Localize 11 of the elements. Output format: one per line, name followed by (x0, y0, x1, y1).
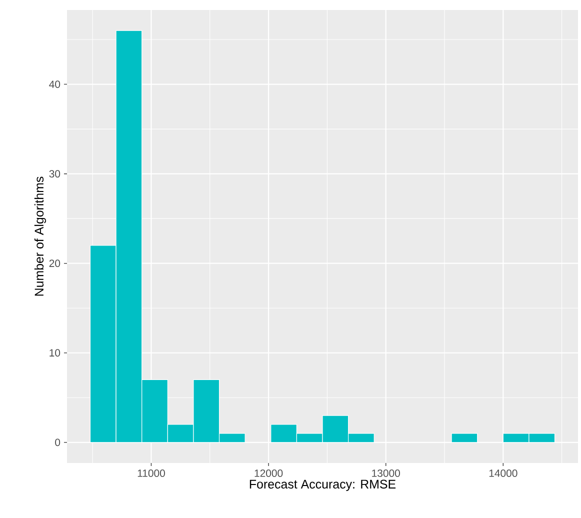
y-tick-label: 10 (50, 349, 60, 357)
x-tick-label: 12000 (254, 470, 283, 477)
x-tick-label: 11000 (138, 470, 165, 477)
x-tick-label: 13000 (372, 470, 400, 477)
x-axis-title: Forecast Accuracy: RMSE (250, 480, 396, 492)
y-tick-label: 0 (55, 438, 60, 446)
y-tick-label: 30 (49, 170, 60, 178)
y-tick-label: 20 (49, 260, 60, 268)
y-tick-label: 40 (49, 80, 60, 88)
x-tick-label: 14000 (489, 470, 518, 477)
y-axis-title: Number of Algorithms (34, 176, 46, 296)
